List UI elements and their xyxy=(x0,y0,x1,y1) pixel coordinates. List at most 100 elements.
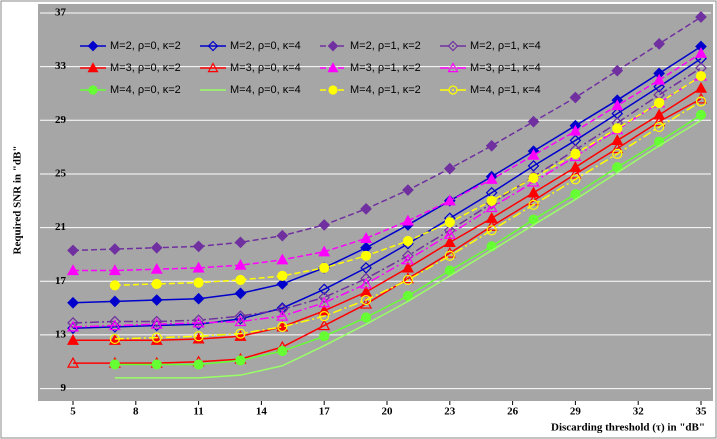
marker xyxy=(486,225,497,236)
series-line xyxy=(114,100,702,340)
marker xyxy=(485,173,498,184)
marker xyxy=(569,161,582,172)
x-tick-label: 14 xyxy=(256,406,268,418)
y-tick-label: 13 xyxy=(55,328,67,340)
marker xyxy=(360,232,373,243)
marker xyxy=(570,148,581,159)
series-line xyxy=(72,75,702,328)
legend-label: M=3, ρ=1, κ=4 xyxy=(470,62,541,74)
marker xyxy=(695,109,707,121)
marker xyxy=(401,253,414,265)
marker xyxy=(360,312,372,323)
marker xyxy=(66,334,80,345)
marker xyxy=(443,246,456,258)
marker xyxy=(87,40,99,52)
series-line xyxy=(72,57,702,329)
marker xyxy=(653,73,666,85)
y-tick-label: 37 xyxy=(55,7,67,19)
marker xyxy=(234,258,247,270)
marker xyxy=(611,64,624,77)
marker xyxy=(192,261,205,273)
marker xyxy=(108,319,121,331)
marker xyxy=(234,315,247,327)
legend-label: M=4, ρ=1, κ=2 xyxy=(350,84,421,96)
legend-label: M=3, ρ=1, κ=2 xyxy=(350,62,421,74)
marker xyxy=(318,245,331,257)
marker xyxy=(402,274,414,286)
marker xyxy=(443,162,456,175)
marker xyxy=(192,316,205,328)
marker xyxy=(654,97,665,108)
marker xyxy=(109,243,121,255)
x-tick-label: 17 xyxy=(319,406,331,418)
marker xyxy=(448,85,458,95)
legend-label: M=3, ρ=0, κ=2 xyxy=(110,62,181,74)
marker xyxy=(108,334,121,345)
marker xyxy=(401,214,414,226)
marker xyxy=(569,91,582,104)
marker xyxy=(527,115,540,128)
marker xyxy=(612,148,623,159)
marker xyxy=(66,264,80,276)
marker xyxy=(653,80,665,93)
marker xyxy=(402,235,414,247)
marker xyxy=(319,331,330,342)
marker xyxy=(150,262,163,274)
marker xyxy=(150,241,163,254)
series-line xyxy=(72,45,702,304)
marker xyxy=(695,96,707,107)
marker xyxy=(109,359,120,370)
marker xyxy=(443,224,456,237)
legend-label: M=3, ρ=0, κ=4 xyxy=(230,62,301,74)
x-tick-label: 32 xyxy=(633,406,645,418)
marker xyxy=(528,199,539,210)
marker xyxy=(318,296,331,308)
marker xyxy=(276,229,289,242)
marker xyxy=(193,331,204,342)
marker xyxy=(695,70,707,82)
marker xyxy=(67,244,79,257)
x-tick-label: 26 xyxy=(507,406,519,418)
marker xyxy=(443,228,456,239)
marker xyxy=(447,62,459,73)
marker xyxy=(66,320,80,332)
marker xyxy=(447,40,459,52)
marker xyxy=(612,123,623,134)
marker xyxy=(150,317,163,329)
x-tick-label: 8 xyxy=(133,406,139,418)
marker xyxy=(360,277,373,289)
x-axis-title: Discarding threshold (τ) in "dB" xyxy=(551,422,705,434)
series-line xyxy=(72,16,702,252)
marker xyxy=(109,333,120,345)
x-tick-label: 35 xyxy=(696,406,708,418)
marker xyxy=(694,47,708,58)
marker xyxy=(570,174,581,185)
y-tick-label: 25 xyxy=(55,167,67,179)
marker xyxy=(653,115,666,127)
marker xyxy=(401,261,414,273)
marker xyxy=(234,287,247,300)
marker xyxy=(109,280,120,291)
marker xyxy=(151,278,162,290)
legend-label: M=4, ρ=0, κ=4 xyxy=(230,84,301,96)
marker xyxy=(151,332,162,343)
marker xyxy=(486,195,497,206)
marker xyxy=(360,294,372,306)
marker xyxy=(235,274,246,286)
series-line xyxy=(114,119,702,379)
marker xyxy=(318,283,331,296)
marker xyxy=(485,220,498,231)
marker xyxy=(402,249,414,262)
legend-label: M=4, ρ=0, κ=2 xyxy=(110,84,181,96)
marker xyxy=(276,303,289,316)
marker xyxy=(611,99,624,111)
marker xyxy=(443,236,456,247)
x-tick-label: 29 xyxy=(570,406,582,418)
y-tick-label: 29 xyxy=(55,114,67,126)
marker xyxy=(694,81,708,93)
legend-label: M=2, ρ=1, κ=2 xyxy=(350,40,421,52)
marker xyxy=(444,217,455,228)
marker xyxy=(235,355,246,366)
marker xyxy=(151,359,162,370)
marker xyxy=(192,292,205,305)
